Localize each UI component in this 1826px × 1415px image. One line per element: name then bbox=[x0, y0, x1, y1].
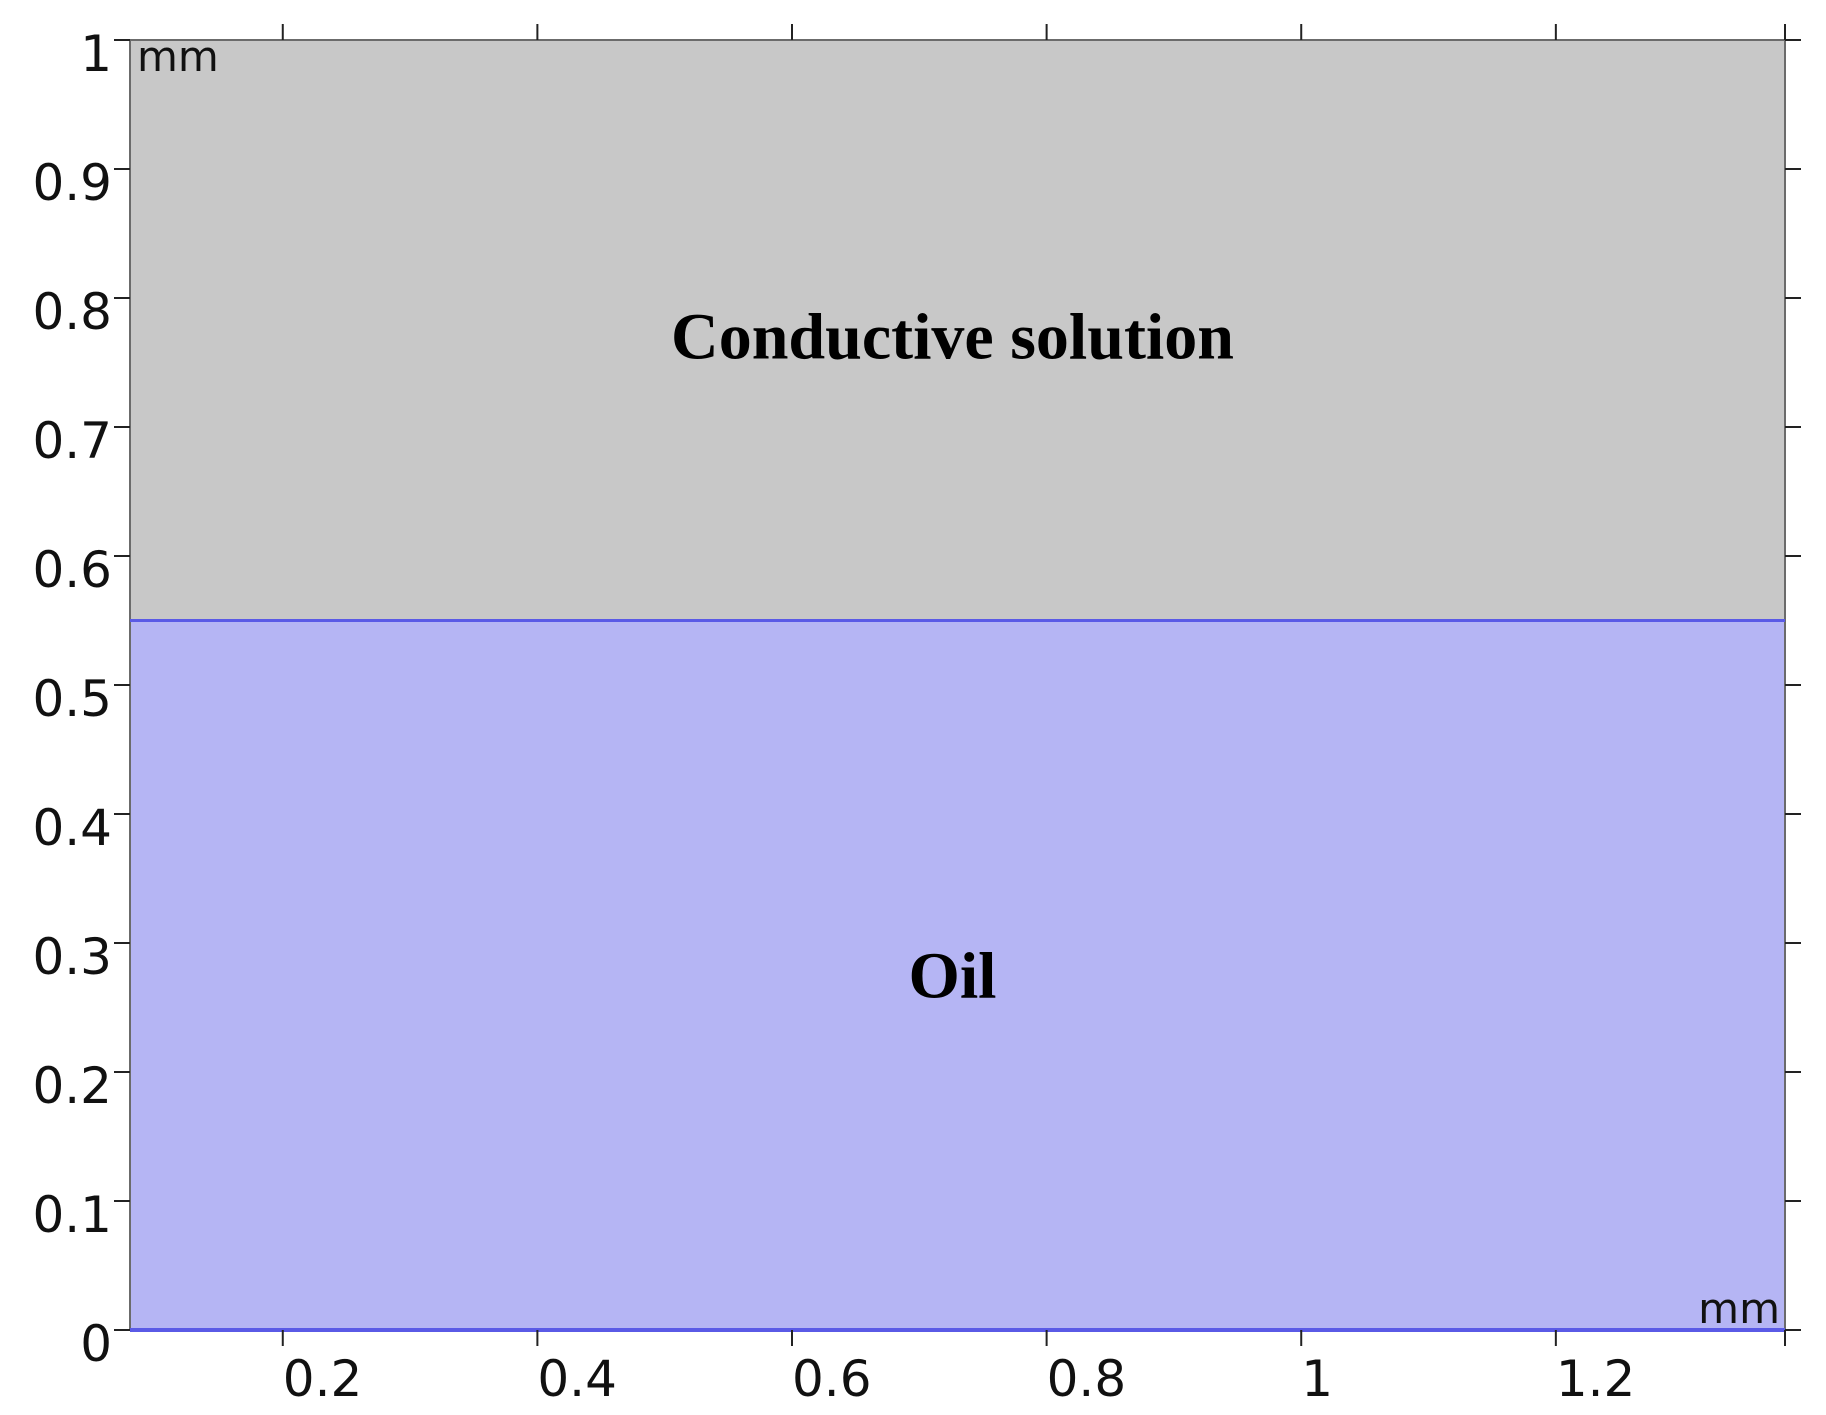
y-tick-label: 0.2 bbox=[32, 1057, 112, 1115]
y-tick-label: 0 bbox=[80, 1315, 112, 1373]
y-tick-label: 0.5 bbox=[32, 670, 112, 728]
y-unit-label: mm bbox=[137, 32, 219, 81]
region-label-conductive-solution: Conductive solution bbox=[671, 301, 1234, 374]
y-tick-label: 0.9 bbox=[32, 154, 112, 212]
y-tick-label: 0.6 bbox=[32, 541, 112, 599]
y-tick-label: 0.1 bbox=[32, 1186, 112, 1244]
x-tick-label: 0.6 bbox=[792, 1350, 872, 1408]
region-conductive-solution bbox=[130, 40, 1785, 621]
region-label-oil: Oil bbox=[908, 939, 996, 1012]
y-tick-label: 0.8 bbox=[32, 283, 112, 341]
x-unit-label: mm bbox=[1698, 1284, 1780, 1333]
x-tick-label: 0.4 bbox=[537, 1350, 617, 1408]
regions-layer bbox=[130, 40, 1785, 1330]
axis-ticks: 0.2 0.4 0.6 0.8 1 1.2 0 0.1 0.2 0.3 0.4 0.5 0.6 0.7 0.… bbox=[32, 24, 1801, 1408]
x-tick-label: 1 bbox=[1301, 1350, 1333, 1408]
y-tick-label: 0.3 bbox=[32, 928, 112, 986]
x-tick-label: 0.2 bbox=[283, 1350, 363, 1408]
x-tick-label: 1.2 bbox=[1556, 1350, 1636, 1408]
y-tick-label: 1 bbox=[80, 25, 112, 83]
y-tick-label: 0.4 bbox=[32, 799, 112, 857]
y-tick-label: 0.7 bbox=[32, 412, 112, 470]
x-tick-label: 0.8 bbox=[1047, 1350, 1127, 1408]
region-oil bbox=[130, 620, 1785, 1330]
region-labels: Conductive solution Oil bbox=[671, 301, 1234, 1013]
